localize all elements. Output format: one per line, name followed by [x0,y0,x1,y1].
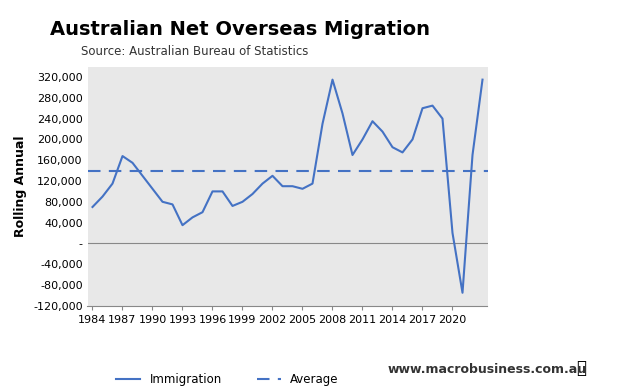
Text: MACRO: MACRO [525,30,588,45]
Text: www.macrobusiness.com.au: www.macrobusiness.com.au [388,363,587,376]
Text: Australian Net Overseas Migration: Australian Net Overseas Migration [50,20,430,38]
Text: 🐺: 🐺 [576,359,586,377]
Y-axis label: Rolling Annual: Rolling Annual [14,136,28,237]
Legend: Immigration, Average: Immigration, Average [112,368,343,391]
Text: Source: Australian Bureau of Statistics: Source: Australian Bureau of Statistics [81,45,309,58]
Text: BUSINESS: BUSINESS [521,56,591,69]
